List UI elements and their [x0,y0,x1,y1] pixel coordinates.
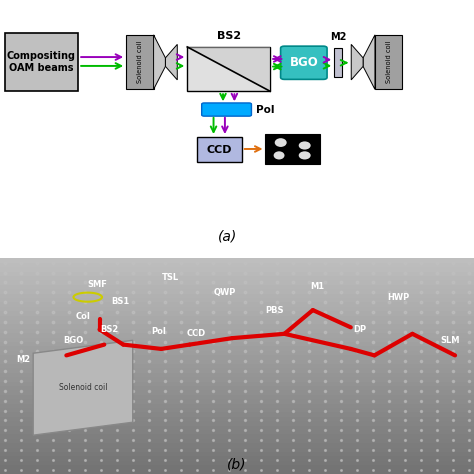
Text: Solenoid coil: Solenoid coil [386,41,392,83]
Bar [0,426,474,430]
Bar [0,421,474,426]
Bar [0,355,474,360]
Bar [0,417,474,421]
Bar [0,298,474,302]
Text: CCD: CCD [187,329,206,338]
Text: BGO: BGO [290,56,318,69]
Polygon shape [363,35,375,90]
Text: Solenoid coil: Solenoid coil [137,41,143,83]
Bar [0,439,474,443]
Bar [0,434,474,439]
Polygon shape [187,47,270,91]
Bar [0,377,474,382]
Text: TSL: TSL [162,273,179,282]
Bar [0,465,474,470]
Bar [0,320,474,324]
Text: Pol: Pol [151,327,166,336]
Bar [0,276,474,280]
Polygon shape [165,45,177,80]
Bar [0,267,474,272]
Bar [0,430,474,434]
Bar [5,33,78,91]
Polygon shape [351,45,363,80]
Text: (b): (b) [227,458,247,472]
Bar [0,263,474,267]
Bar [0,412,474,417]
Text: BGO: BGO [64,336,83,345]
Bar [0,285,474,289]
FancyBboxPatch shape [201,103,251,116]
Bar [0,452,474,456]
Text: QWP: QWP [214,288,237,297]
Text: PBS: PBS [265,306,284,315]
Text: BS2: BS2 [100,325,118,334]
Bar [0,333,474,337]
Bar [0,307,474,311]
Ellipse shape [299,141,310,150]
Bar [375,35,402,90]
Bar [0,346,474,351]
Ellipse shape [273,151,284,159]
Bar [0,316,474,320]
Bar [0,337,474,342]
Bar [0,395,474,399]
Text: Pol: Pol [256,105,275,115]
Bar [0,280,474,285]
Bar [0,470,474,474]
Text: Solenoid coil: Solenoid coil [59,383,107,392]
Bar [0,386,474,391]
Bar [0,456,474,461]
Bar [334,48,342,77]
FancyBboxPatch shape [281,46,327,79]
Text: (a): (a) [218,229,237,244]
Bar [197,137,242,162]
Bar [0,272,474,276]
Text: M2: M2 [17,355,31,364]
Bar [0,368,474,373]
Bar [0,289,474,293]
Bar [0,351,474,355]
Ellipse shape [299,151,310,159]
Text: SLM: SLM [440,336,460,345]
Polygon shape [33,340,133,435]
Bar [0,391,474,395]
Bar [0,342,474,346]
Bar [0,329,474,333]
Bar [0,373,474,377]
Text: Compositing
OAM beams: Compositing OAM beams [7,51,76,73]
Polygon shape [154,35,165,90]
Bar [0,311,474,316]
Bar [0,443,474,447]
Text: M1: M1 [310,282,325,291]
Bar [0,324,474,329]
Bar [0,382,474,386]
Bar [0,293,474,298]
Text: HWP: HWP [387,292,409,301]
Bar [187,47,270,91]
Text: BS1: BS1 [112,297,130,306]
Ellipse shape [275,138,287,147]
Bar [0,364,474,368]
Text: BS2: BS2 [217,31,241,41]
Bar [0,399,474,403]
Bar [0,302,474,307]
Text: SMF: SMF [87,280,107,289]
Bar [126,35,154,90]
Text: Col: Col [75,312,91,321]
Bar [0,447,474,452]
Text: DP: DP [354,325,367,334]
Text: M2: M2 [330,32,346,42]
Bar [0,408,474,412]
Bar [0,258,474,263]
Bar [0,360,474,364]
Bar [265,135,320,164]
Text: CCD: CCD [207,145,232,155]
Bar [0,403,474,408]
Bar [0,461,474,465]
